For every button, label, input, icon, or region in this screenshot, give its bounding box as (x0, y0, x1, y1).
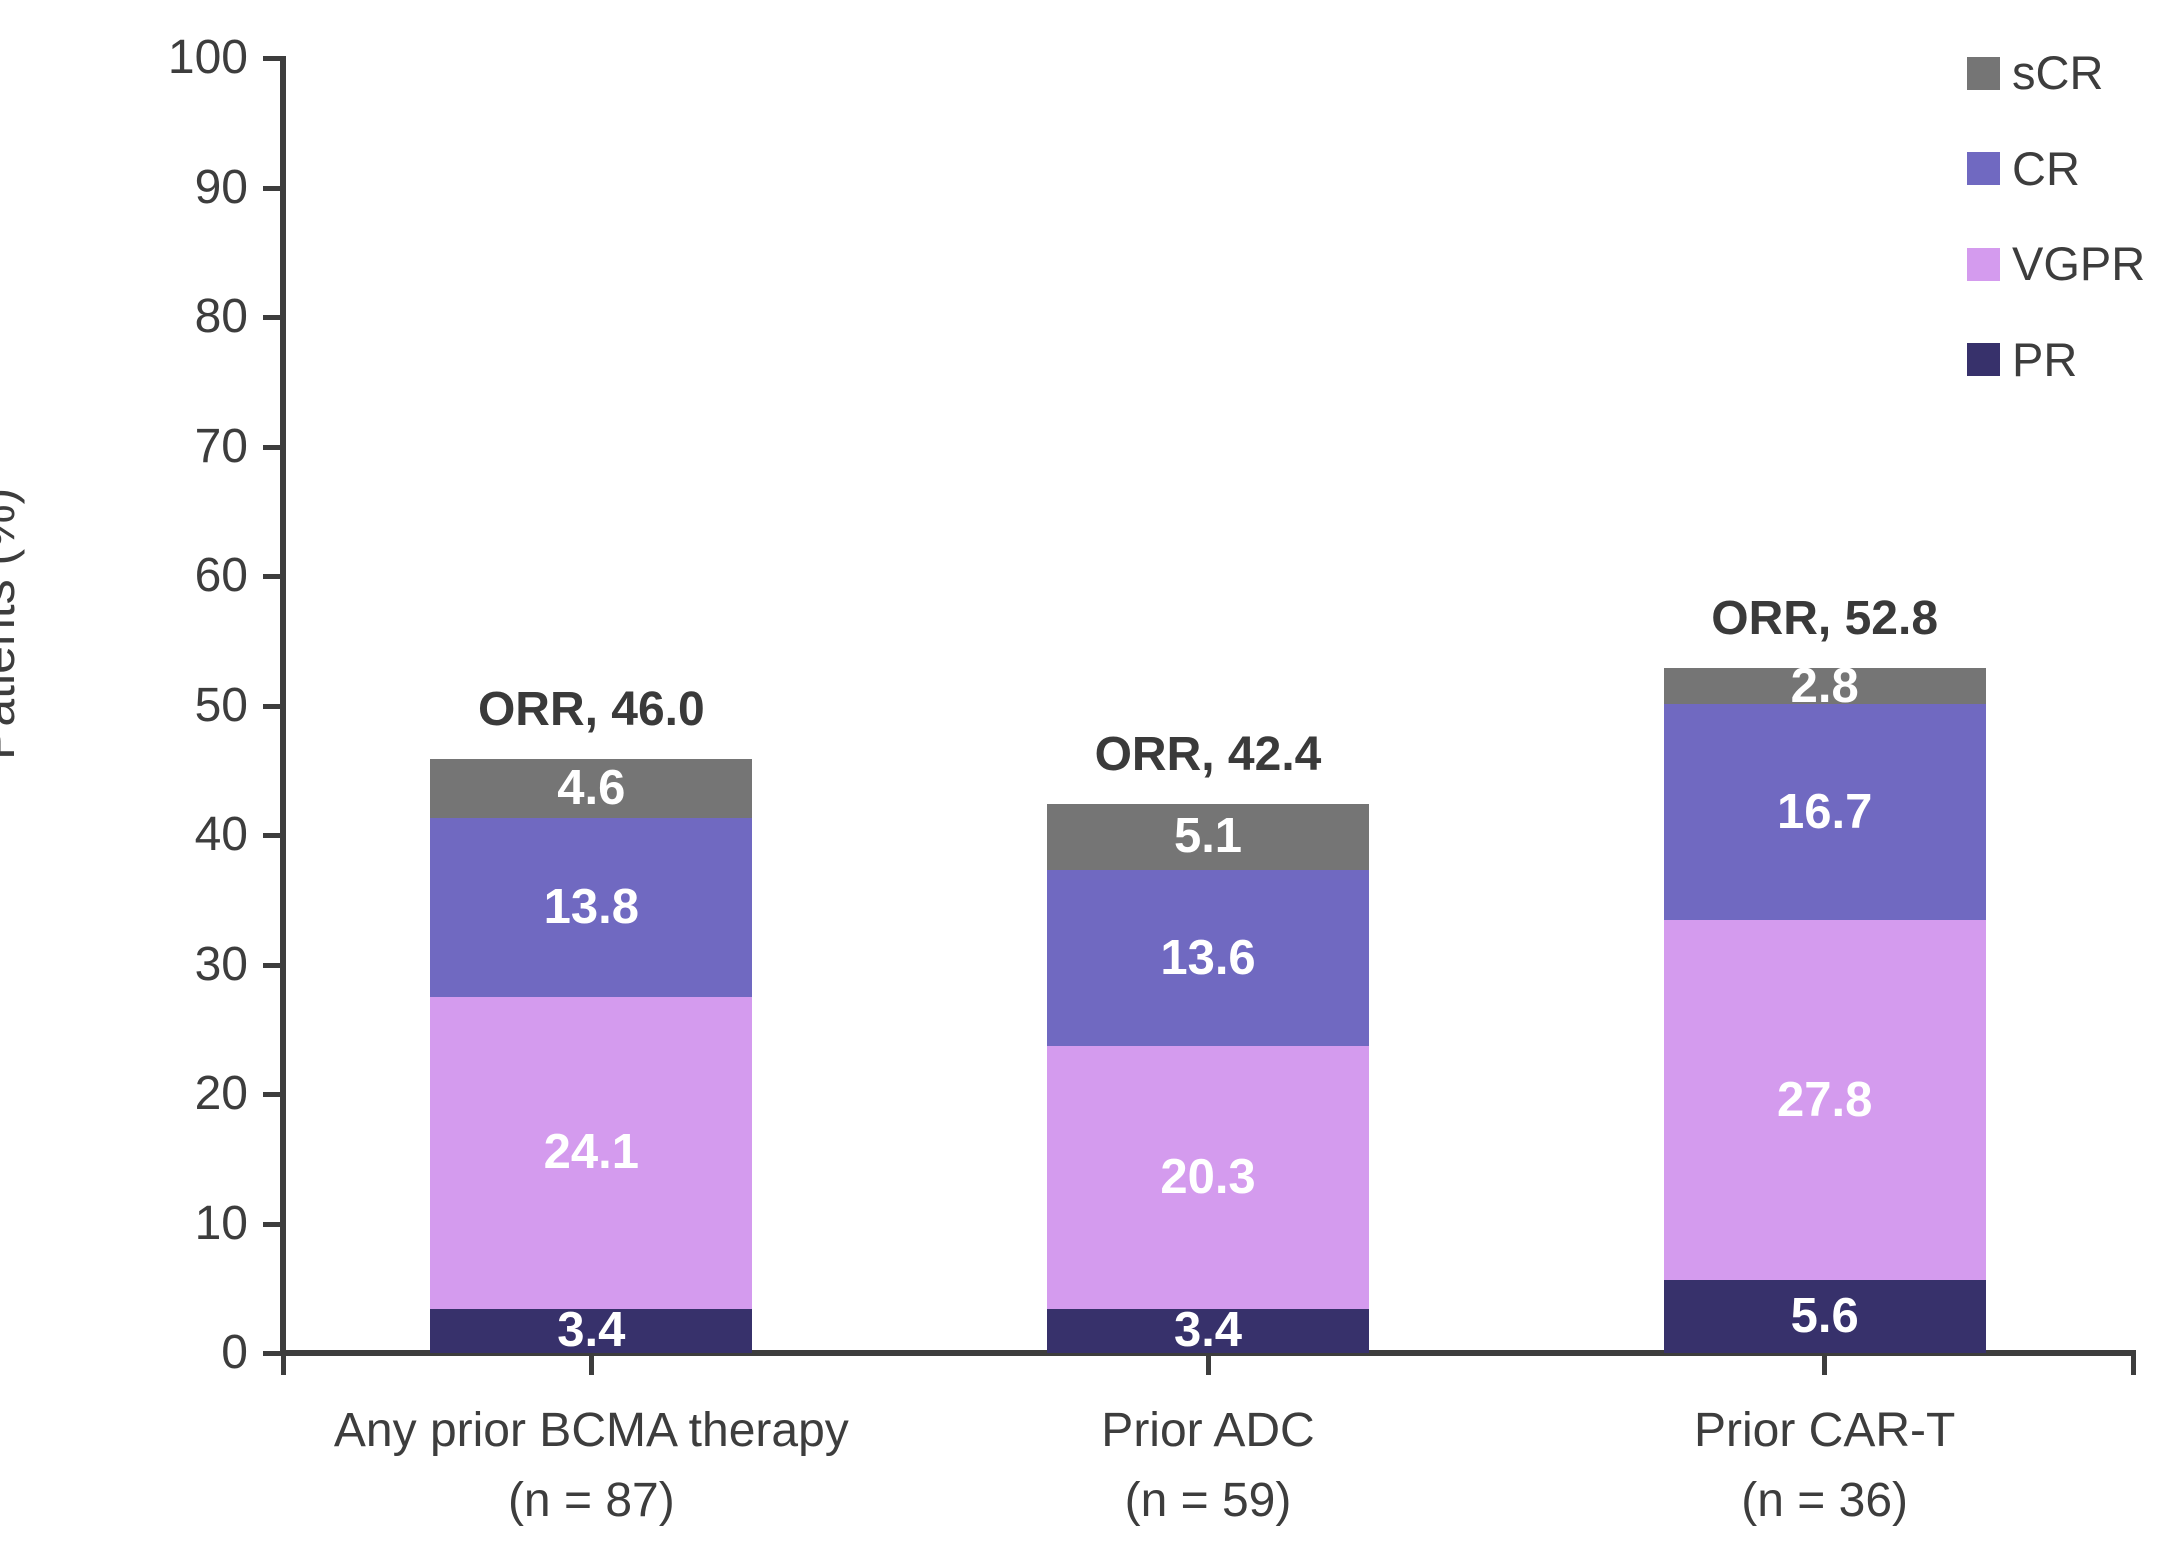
legend-item-vgpr: VGPR (1967, 237, 2146, 290)
y-tick-label: 20 (194, 1067, 248, 1120)
legend-item-scr: sCR (1967, 46, 2104, 99)
y-tick-label: 50 (194, 678, 248, 732)
x-category-n: (n = 36) (1741, 1474, 1909, 1527)
orr-label: ORR, 42.4 (1094, 727, 1322, 781)
legend-label: VGPR (2012, 237, 2146, 290)
y-tick (263, 444, 283, 450)
bar-value-label: 27.8 (1776, 1072, 1873, 1127)
bar-segment-pr: 3.4 (1047, 1303, 1369, 1358)
orr-label: ORR, 46.0 (477, 682, 705, 736)
y-tick (263, 833, 283, 838)
bar-segment-pr: 3.4 (430, 1303, 753, 1358)
y-tick-label: 0 (221, 1326, 248, 1379)
legend-item-cr: CR (1967, 141, 2080, 195)
legend-label: PR (2012, 332, 2078, 386)
bar-segment-vgpr: 27.8 (1663, 920, 1986, 1281)
bar-segment-scr: 2.8 (1663, 661, 1986, 710)
y-tick-label: 70 (194, 419, 248, 473)
y-tick (263, 703, 283, 709)
legend-label: CR (2012, 141, 2080, 195)
bar-segment-cr: 16.7 (1663, 704, 1986, 921)
y-tick (263, 315, 283, 320)
y-tick (263, 962, 283, 968)
x-tick (1822, 1356, 1828, 1375)
bar-segment-vgpr: 24.1 (430, 996, 753, 1309)
bar-value-label: 20.3 (1160, 1150, 1256, 1205)
x-tick (280, 1356, 286, 1375)
legend-item-pr: PR (1967, 332, 2078, 386)
y-tick (263, 1092, 283, 1097)
bar-value-label: 3.4 (1173, 1303, 1243, 1358)
x-category-label: Prior CAR-T (n = 36) (1516, 1396, 2133, 1536)
x-category-name: Any prior BCMA therapy (333, 1404, 849, 1457)
y-tick (263, 574, 283, 579)
y-axis-line (280, 56, 286, 1356)
bar-segment-scr: 5.1 (1047, 803, 1369, 870)
x-category-n: (n = 59) (1124, 1474, 1292, 1527)
y-tick (263, 185, 283, 191)
bar-segment-vgpr: 20.3 (1047, 1046, 1369, 1309)
legend-swatch-vgpr (1967, 247, 2000, 281)
y-tick-label: 40 (194, 808, 248, 861)
bar-value-label: 13.6 (1160, 930, 1256, 985)
y-tick-label: 30 (194, 937, 248, 991)
bar-value-label: 13.8 (543, 880, 640, 934)
y-tick-label: 80 (194, 290, 248, 343)
bar-segment-scr: 4.6 (430, 758, 753, 819)
bar-value-label: 2.8 (1790, 658, 1859, 713)
x-tick (1205, 1356, 1211, 1375)
legend-label: sCR (2012, 46, 2104, 99)
x-category-name: Prior CAR-T (1693, 1404, 1956, 1457)
y-tick-label: 60 (194, 549, 248, 602)
x-category-n: (n = 87) (507, 1474, 675, 1527)
bar-value-label: 5.1 (1173, 809, 1243, 864)
y-tick-label: 10 (194, 1196, 248, 1250)
x-category-label: Prior ADC (n = 59) (900, 1396, 1517, 1536)
legend-swatch-scr (1967, 56, 2000, 90)
x-category-name: Prior ADC (1101, 1404, 1315, 1457)
bar-segment-cr: 13.8 (430, 818, 753, 997)
y-tick-label: 90 (194, 160, 248, 214)
y-tick (263, 56, 283, 61)
y-tick (263, 1221, 283, 1227)
y-tick-label: 100 (167, 31, 248, 84)
bar-value-label: 4.6 (557, 760, 626, 815)
bar-value-label: 24.1 (543, 1125, 640, 1180)
y-tick (263, 1351, 283, 1356)
bar-value-label: 16.7 (1776, 784, 1873, 839)
x-tick (2130, 1356, 2136, 1375)
orr-label: ORR, 52.8 (1711, 591, 1939, 645)
x-category-label: Any prior BCMA therapy (n = 87) (283, 1396, 900, 1536)
x-tick (588, 1356, 594, 1375)
bar-segment-pr: 5.6 (1663, 1280, 1986, 1353)
bar-segment-cr: 13.6 (1047, 869, 1369, 1047)
legend-swatch-pr (1967, 343, 2000, 376)
bar-value-label: 3.4 (557, 1303, 626, 1358)
x-axis-line (280, 1350, 2136, 1356)
legend-swatch-cr (1967, 152, 2000, 185)
bar-value-label: 5.6 (1790, 1289, 1859, 1344)
